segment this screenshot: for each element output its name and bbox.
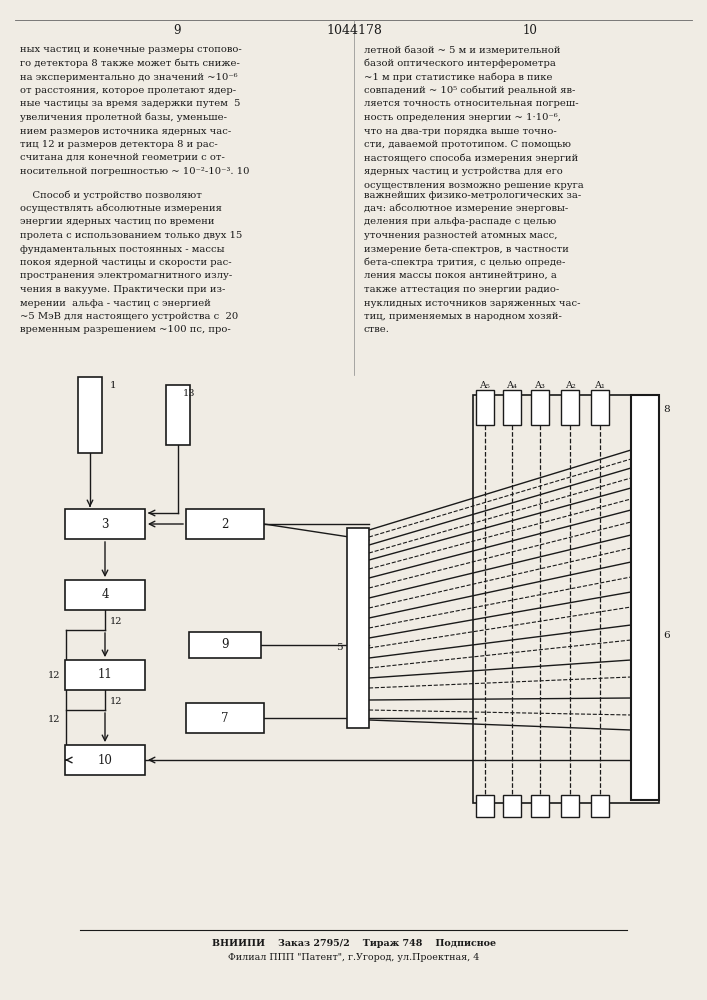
Text: уточнения разностей атомных масс,: уточнения разностей атомных масс, (364, 231, 558, 240)
Text: также аттестация по энергии радио-: также аттестация по энергии радио- (364, 285, 559, 294)
Text: 6: 6 (663, 631, 670, 640)
Text: летной базой ~ 5 м и измерительной: летной базой ~ 5 м и измерительной (364, 45, 561, 55)
Text: 8: 8 (663, 406, 670, 414)
Bar (591, 795, 609, 817)
Text: A₄: A₄ (506, 380, 518, 389)
Text: ~1 м при статистике набора в пике: ~1 м при статистике набора в пике (364, 72, 552, 82)
Text: ных частиц и конечные размеры стопово-: ных частиц и конечные размеры стопово- (20, 45, 242, 54)
Bar (186, 509, 264, 539)
Text: ляется точность относительная погреш-: ляется точность относительная погреш- (364, 100, 578, 108)
Text: пролета с использованием только двух 15: пролета с использованием только двух 15 (20, 231, 243, 240)
Text: осуществлять абсолютные измерения: осуществлять абсолютные измерения (20, 204, 222, 213)
Text: ные частицы за время задержки путем  5: ные частицы за время задержки путем 5 (20, 100, 240, 108)
Text: сти, даваемой прототипом. С помощью: сти, даваемой прототипом. С помощью (364, 140, 571, 149)
Text: дач: абсолютное измерение энерговы-: дач: абсолютное измерение энерговы- (364, 204, 568, 213)
Text: 1044178: 1044178 (326, 23, 382, 36)
Text: совпадений ~ 10⁵ событий реальной яв-: совпадений ~ 10⁵ событий реальной яв- (364, 86, 575, 95)
Text: Способ и устройство позволяют: Способ и устройство позволяют (20, 190, 202, 200)
Text: от расстояния, которое пролетают ядер-: от расстояния, которое пролетают ядер- (20, 86, 236, 95)
Bar (503, 390, 521, 425)
Text: A₃: A₃ (534, 380, 545, 389)
Text: A₅: A₅ (479, 380, 491, 389)
Text: 12: 12 (48, 670, 61, 680)
Text: ~5 МэВ для настоящего устройства с  20: ~5 МэВ для настоящего устройства с 20 (20, 312, 238, 321)
Text: ВНИИПИ    Заказ 2795/2    Тираж 748    Подписное: ВНИИПИ Заказ 2795/2 Тираж 748 Подписное (212, 940, 496, 948)
Text: базой оптического интерферометра: базой оптического интерферометра (364, 59, 556, 68)
Text: настоящего способа измерения энергий: настоящего способа измерения энергий (364, 153, 578, 163)
Text: 1: 1 (110, 380, 117, 389)
Bar (189, 632, 261, 658)
Text: фундаментальных постоянных - массы: фундаментальных постоянных - массы (20, 244, 225, 253)
Text: деления при альфа-распаде с целью: деления при альфа-распаде с целью (364, 218, 556, 227)
Bar (65, 509, 145, 539)
Text: 9: 9 (173, 23, 181, 36)
Text: нием размеров источника ядерных час-: нием размеров источника ядерных час- (20, 126, 231, 135)
Bar (476, 795, 494, 817)
Text: мерении  альфа - частиц с энергией: мерении альфа - частиц с энергией (20, 298, 211, 308)
Bar (561, 390, 579, 425)
Text: осуществления возможно решение круга: осуществления возможно решение круга (364, 180, 584, 190)
Text: 5: 5 (336, 644, 343, 652)
Text: увеличения пролетной базы, уменьше-: увеличения пролетной базы, уменьше- (20, 113, 227, 122)
Text: тиц, применяемых в народном хозяй-: тиц, применяемых в народном хозяй- (364, 312, 562, 321)
Bar (78, 377, 102, 453)
Text: 12: 12 (110, 617, 122, 626)
Text: стве.: стве. (364, 326, 390, 334)
Bar (166, 385, 190, 445)
Text: 13: 13 (183, 388, 196, 397)
Text: 2: 2 (221, 518, 228, 530)
Text: бета-спектра трития, с целью опреде-: бета-спектра трития, с целью опреде- (364, 258, 566, 267)
Text: 10: 10 (522, 23, 537, 36)
Text: 12: 12 (110, 698, 122, 706)
Text: считана для конечной геометрии с от-: считана для конечной геометрии с от- (20, 153, 225, 162)
Text: 10: 10 (98, 754, 112, 766)
Text: A₁: A₁ (595, 380, 605, 389)
Text: энергии ядерных частиц по времени: энергии ядерных частиц по времени (20, 218, 214, 227)
Bar (65, 660, 145, 690)
Text: важнейших физико-метрологических за-: важнейших физико-метрологических за- (364, 190, 581, 200)
Bar (476, 390, 494, 425)
Bar (503, 795, 521, 817)
Text: на экспериментально до значений ~10⁻⁶: на экспериментально до значений ~10⁻⁶ (20, 73, 238, 82)
Text: 4: 4 (101, 588, 109, 601)
Text: нуклидных источников заряженных час-: нуклидных источников заряженных час- (364, 298, 580, 308)
Bar (631, 395, 659, 800)
Bar (591, 390, 609, 425)
Text: покоя ядерной частицы и скорости рас-: покоя ядерной частицы и скорости рас- (20, 258, 232, 267)
Bar (347, 528, 369, 728)
Text: 11: 11 (98, 668, 112, 682)
Text: 7: 7 (221, 712, 229, 724)
Text: измерение бета-спектров, в частности: измерение бета-спектров, в частности (364, 244, 569, 254)
Text: 12: 12 (48, 716, 61, 724)
Bar (473, 395, 659, 803)
Bar (561, 795, 579, 817)
Bar (531, 795, 549, 817)
Text: го детектора 8 также может быть сниже-: го детектора 8 также может быть сниже- (20, 59, 240, 68)
Text: пространения электромагнитного излу-: пространения электромагнитного излу- (20, 271, 233, 280)
Bar (531, 390, 549, 425)
Text: 3: 3 (101, 518, 109, 530)
Text: что на два-три порядка выше точно-: что на два-три порядка выше точно- (364, 126, 556, 135)
Text: 9: 9 (221, 639, 229, 652)
Text: чения в вакууме. Практически при из-: чения в вакууме. Практически при из- (20, 285, 226, 294)
Bar (65, 745, 145, 775)
Text: ления массы покоя антинейтрино, а: ления массы покоя антинейтрино, а (364, 271, 557, 280)
Text: тиц 12 и размеров детектора 8 и рас-: тиц 12 и размеров детектора 8 и рас- (20, 140, 218, 149)
Bar (186, 703, 264, 733)
Text: ность определения энергии ~ 1·10⁻⁶,: ность определения энергии ~ 1·10⁻⁶, (364, 113, 561, 122)
Text: ядерных частиц и устройства для его: ядерных частиц и устройства для его (364, 167, 563, 176)
Text: A₂: A₂ (565, 380, 575, 389)
Text: временным разрешением ~100 пс, про-: временным разрешением ~100 пс, про- (20, 326, 230, 334)
Bar (65, 580, 145, 610)
Text: носительной погрешностью ~ 10⁻²-10⁻³. 10: носительной погрешностью ~ 10⁻²-10⁻³. 10 (20, 167, 250, 176)
Text: Филиал ППП "Патент", г.Угород, ул.Проектная, 4: Филиал ППП "Патент", г.Угород, ул.Проект… (228, 954, 479, 962)
